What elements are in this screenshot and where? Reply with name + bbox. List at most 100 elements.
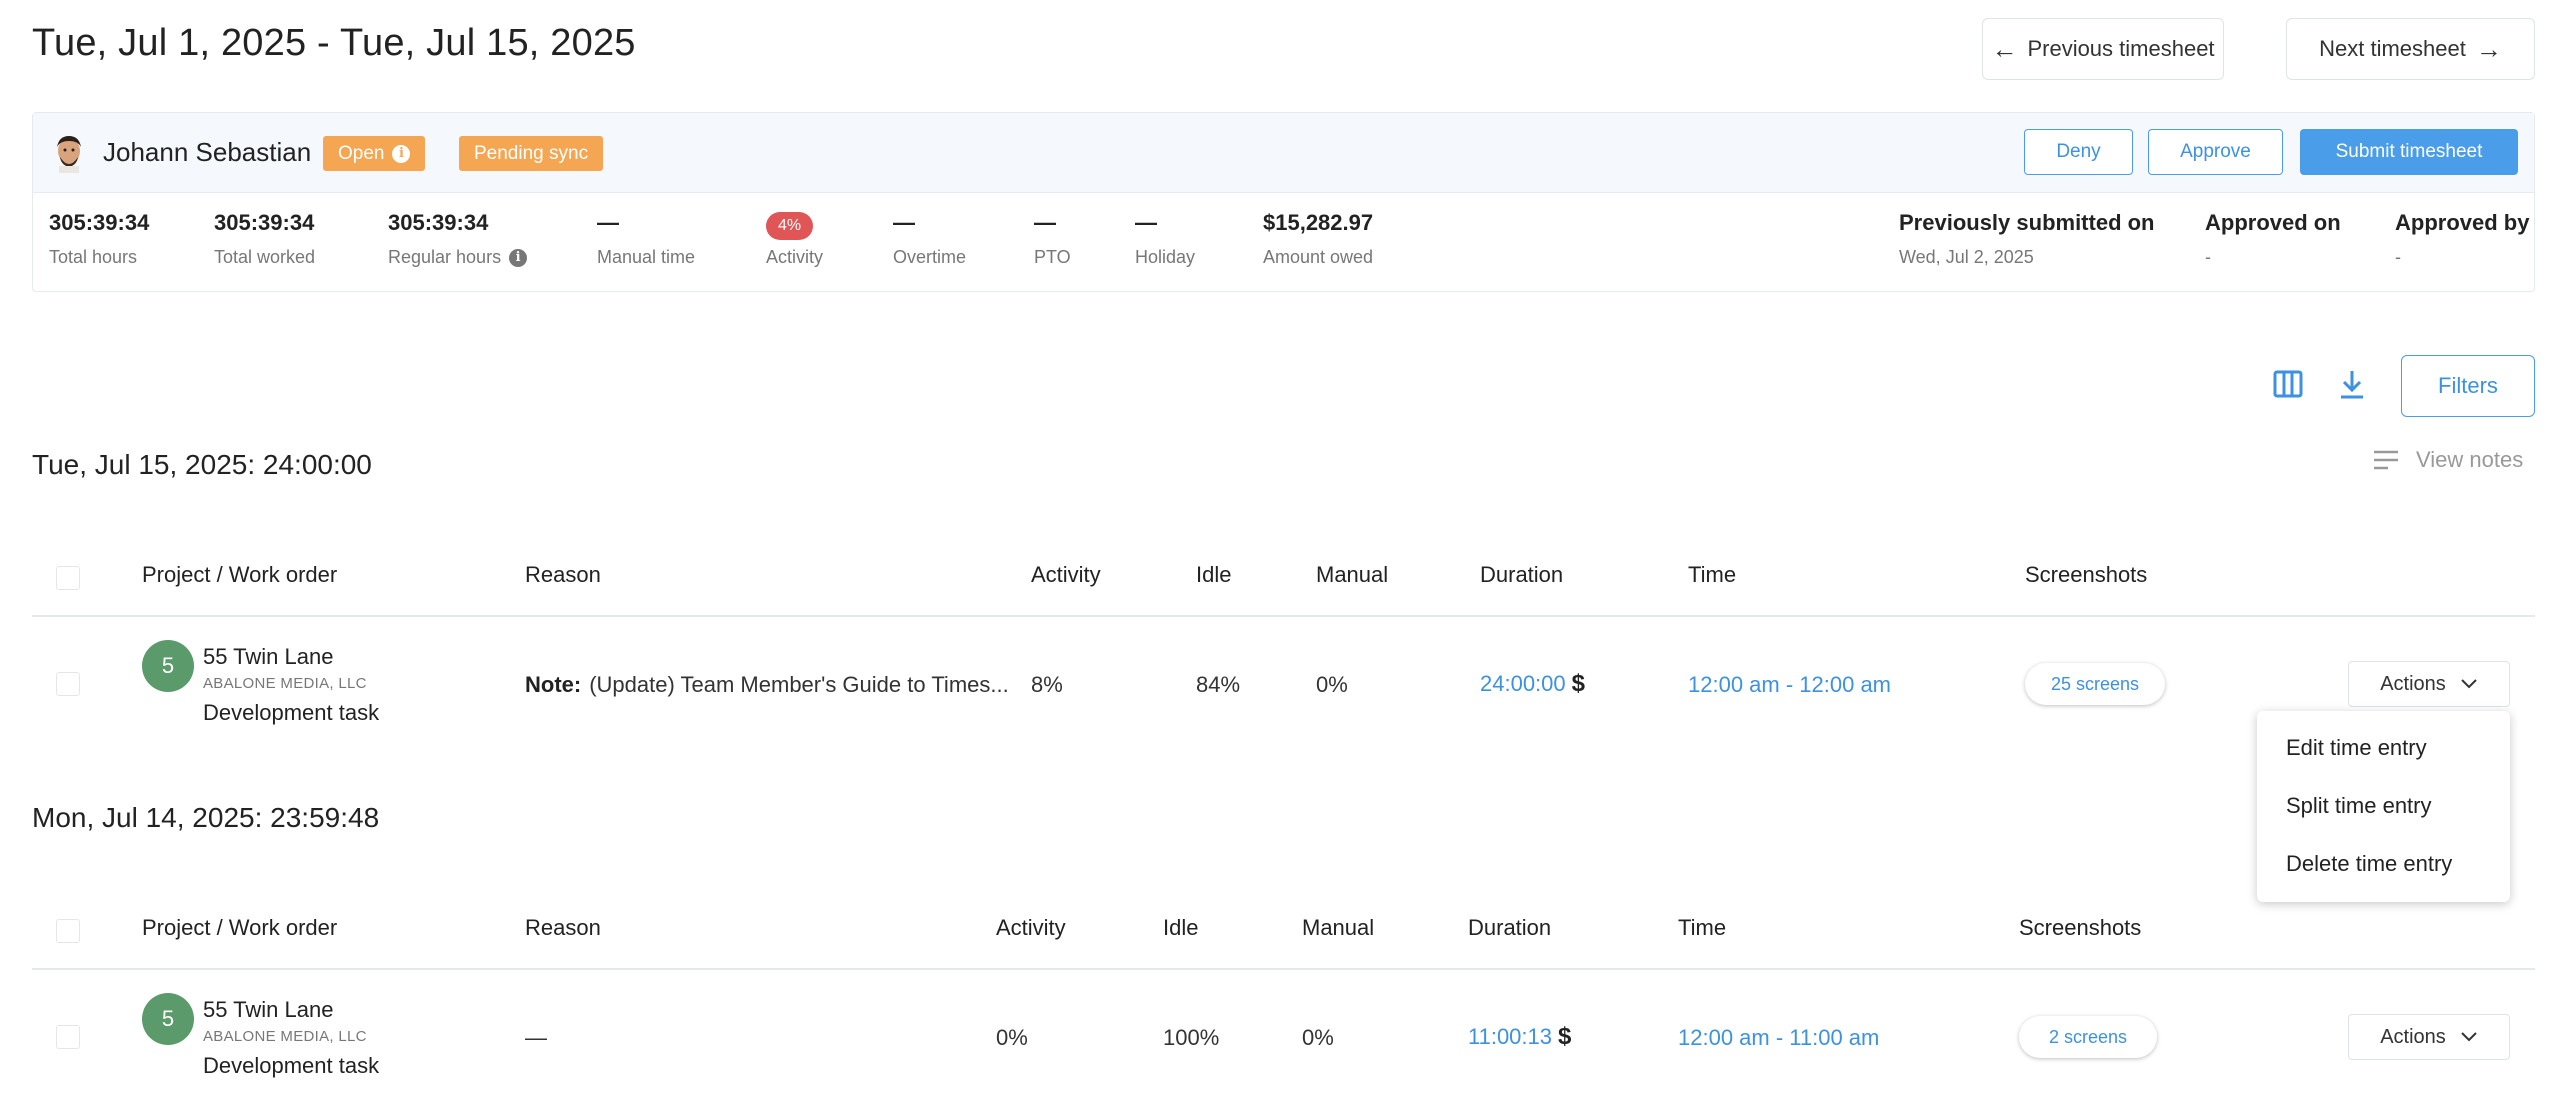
task-name: Development task xyxy=(203,700,380,725)
col-time: Time xyxy=(1688,562,1737,587)
actions-dropdown-menu: Edit time entry Split time entry Delete … xyxy=(2257,711,2510,902)
view-notes-label: View notes xyxy=(2416,447,2524,472)
timesheet-summary-card: Johann Sebastian Open i Pending sync Den… xyxy=(32,112,2535,292)
actions-button[interactable]: Actions xyxy=(2348,1014,2510,1060)
stat-label: Regular hours xyxy=(388,247,502,267)
stat-manual-time: — Manual time xyxy=(597,209,695,268)
idle-cell: 100% xyxy=(1163,1025,1220,1050)
notes-icon xyxy=(2374,450,2398,470)
actions-button[interactable]: Actions xyxy=(2348,661,2510,707)
chevron-down-icon xyxy=(2461,1032,2477,1042)
info-icon[interactable]: i xyxy=(392,144,411,163)
time-range-cell[interactable]: 12:00 am - 12:00 am xyxy=(1688,672,1892,697)
select-all-checkbox[interactable] xyxy=(56,566,80,590)
stat-pto: — PTO xyxy=(1034,209,1071,268)
stat-value: — xyxy=(893,210,915,235)
duration-value: 24:00:00 xyxy=(1480,671,1566,696)
download-icon[interactable] xyxy=(2334,366,2370,402)
delete-time-entry-item[interactable]: Delete time entry xyxy=(2286,851,2453,876)
screenshots-pill[interactable]: 25 screens xyxy=(2025,663,2165,705)
col-manual: Manual xyxy=(1316,562,1389,587)
col-idle: Idle xyxy=(1196,562,1232,587)
project-name[interactable]: 55 Twin Lane xyxy=(203,997,334,1022)
col-screenshots: Screenshots xyxy=(2025,562,2148,587)
idle-cell: 84% xyxy=(1196,672,1241,697)
header-divider xyxy=(32,615,2535,617)
stat-label: Amount owed xyxy=(1263,247,1374,267)
project-avatar: 5 xyxy=(142,993,194,1045)
stat-overtime: — Overtime xyxy=(893,209,966,268)
screenshots-pill[interactable]: 2 screens xyxy=(2019,1016,2157,1058)
filters-button[interactable]: Filters xyxy=(2401,355,2535,417)
actions-label: Actions xyxy=(2380,672,2446,695)
col-time: Time xyxy=(1678,915,1727,940)
stat-regular-hours: 305:39:34 Regular hours i xyxy=(388,209,528,268)
day-heading: Tue, Jul 15, 2025: 24:00:00 xyxy=(32,449,372,480)
reason-text: (Update) Team Member's Guide to Times... xyxy=(589,672,1009,697)
col-activity: Activity xyxy=(996,915,1066,940)
stat-label: Total worked xyxy=(214,247,316,267)
col-reason: Reason xyxy=(525,562,601,587)
view-notes-button[interactable]: View notes xyxy=(2372,447,2523,473)
stat-heading: Approved by xyxy=(2395,210,2530,235)
client-name: ABALONE MEDIA, LLC xyxy=(203,675,367,692)
reason-cell: Note: (Update) Team Member's Guide to Tim… xyxy=(525,672,1009,698)
project-avatar: 5 xyxy=(142,640,194,692)
col-manual: Manual xyxy=(1302,915,1375,940)
next-timesheet-label: Next timesheet xyxy=(2319,36,2466,61)
stat-value: 305:39:34 xyxy=(49,210,150,235)
previously-submitted: Previously submitted on Wed, Jul 2, 2025 xyxy=(1899,209,2155,268)
stat-value: — xyxy=(1135,210,1157,235)
timesheet-date-range: Tue, Jul 1, 2025 - Tue, Jul 15, 2025 xyxy=(32,22,636,64)
stat-amount-owed: $15,282.97 Amount owed xyxy=(1263,209,1373,268)
manual-cell: 0% xyxy=(1316,672,1348,697)
stat-activity: 4% Activity xyxy=(766,209,823,268)
reason-cell: — xyxy=(525,1025,547,1050)
stat-value: — xyxy=(1034,210,1056,235)
stat-label: - xyxy=(2205,247,2211,267)
pending-sync-badge: Pending sync xyxy=(459,136,604,171)
columns-icon[interactable] xyxy=(2270,366,2306,402)
day-heading: Mon, Jul 14, 2025: 23:59:48 xyxy=(32,802,380,833)
stat-holiday: — Holiday xyxy=(1135,209,1195,268)
info-icon[interactable]: i xyxy=(509,248,528,267)
approved-by: Approved by - xyxy=(2395,209,2529,268)
activity-cell: 0% xyxy=(996,1025,1028,1050)
previous-timesheet-label: Previous timesheet xyxy=(2027,36,2215,61)
approve-button[interactable]: Approve xyxy=(2148,129,2283,175)
row-checkbox[interactable] xyxy=(56,672,80,696)
approved-on: Approved on - xyxy=(2205,209,2341,268)
col-project: Project / Work order xyxy=(142,562,338,587)
duration-cell[interactable]: 24:00:00 $ xyxy=(1480,670,1585,698)
member-name: Johann Sebastian xyxy=(103,137,312,167)
time-range-cell[interactable]: 12:00 am - 11:00 am xyxy=(1678,1025,1880,1050)
project-name[interactable]: 55 Twin Lane xyxy=(203,644,334,669)
split-time-entry-item[interactable]: Split time entry xyxy=(2286,793,2432,818)
stat-value: — xyxy=(597,210,619,235)
stat-total-hours: 305:39:34 Total hours xyxy=(49,209,149,268)
col-duration: Duration xyxy=(1480,562,1564,587)
stat-label: Overtime xyxy=(893,247,967,267)
stat-heading: Previously submitted on xyxy=(1899,210,2155,235)
previous-timesheet-button[interactable]: ← Previous timesheet xyxy=(1982,18,2224,80)
header-divider xyxy=(32,968,2535,970)
stat-label: PTO xyxy=(1034,247,1071,267)
col-project: Project / Work order xyxy=(142,915,338,940)
select-all-checkbox[interactable] xyxy=(56,919,80,943)
next-timesheet-button[interactable]: Next timesheet → xyxy=(2286,18,2535,80)
stat-label: - xyxy=(2395,247,2401,267)
submit-timesheet-button[interactable]: Submit timesheet xyxy=(2300,129,2518,175)
col-screenshots: Screenshots xyxy=(2019,915,2142,940)
note-label: Note: xyxy=(525,672,582,697)
duration-cell[interactable]: 11:00:13 $ xyxy=(1468,1023,1571,1051)
stat-label: Activity xyxy=(766,247,824,267)
stat-label: Manual time xyxy=(597,247,696,267)
edit-time-entry-item[interactable]: Edit time entry xyxy=(2286,735,2427,760)
deny-button[interactable]: Deny xyxy=(2024,129,2133,175)
col-reason: Reason xyxy=(525,915,601,940)
row-checkbox[interactable] xyxy=(56,1025,80,1049)
stat-label: Wed, Jul 2, 2025 xyxy=(1899,247,2034,267)
billable-dollar-icon: $ xyxy=(1571,670,1585,697)
status-badge-label: Open xyxy=(338,142,385,164)
stat-label: Total hours xyxy=(49,247,138,267)
